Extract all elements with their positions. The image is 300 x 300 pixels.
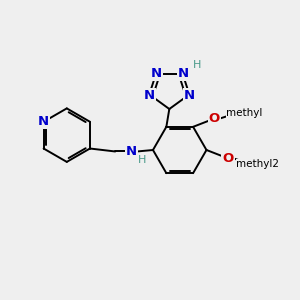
Text: O: O — [222, 152, 233, 165]
Text: N: N — [144, 89, 155, 102]
Text: N: N — [38, 115, 49, 128]
Text: H: H — [193, 60, 201, 70]
Text: O: O — [209, 112, 220, 125]
Text: N: N — [151, 67, 162, 80]
Text: N: N — [126, 145, 137, 158]
Text: methyl2: methyl2 — [236, 159, 279, 169]
Text: methyl: methyl — [226, 108, 262, 118]
Text: N: N — [178, 67, 189, 80]
Text: N: N — [184, 89, 195, 102]
Text: H: H — [138, 155, 146, 165]
